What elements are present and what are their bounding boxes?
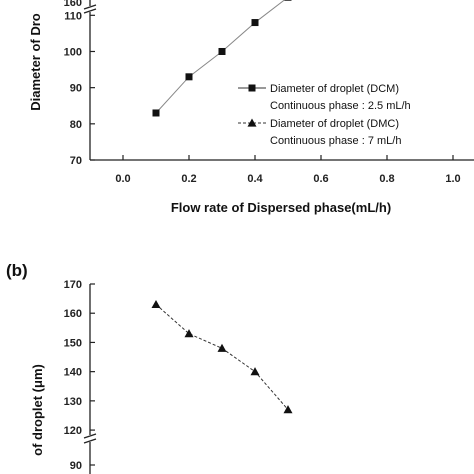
panel-b-data-point: [217, 343, 227, 352]
panel-b-break-mark-upper: [83, 433, 97, 439]
panel-a-break-mark-upper: [83, 4, 97, 10]
panel-a-ylabel: Diameter of Dro: [28, 13, 43, 111]
panel-b-ytick-label: 130: [64, 396, 82, 408]
legend-square-marker: [248, 84, 256, 92]
panel-b-ytick-label: 90: [70, 460, 82, 472]
legend-entry-sublabel: Continuous phase : 2.5 mL/h: [270, 100, 411, 112]
panel-a-chart: 160 70 80 90 100 110 0.0 0.2 0.4 0.6 0.8 1.0 Diamet…: [28, 0, 474, 215]
panel-b-chart: (b) 120 130 140 150 160 170 90 of droplet (μm): [6, 261, 293, 474]
panel-a-data-point: [152, 109, 160, 117]
panel-b-ytick-label: 120: [64, 425, 82, 437]
panel-b-break-gap: [84, 435, 96, 442]
panel-b-ytick-label: 170: [64, 279, 82, 291]
panel-b-ytick-label: 160: [64, 308, 82, 320]
panel-b-ticks: 120 130 140 150 160 170 90: [64, 279, 95, 472]
panel-a-xtick-label: 0.4: [247, 173, 263, 185]
panel-a-data-point: [284, 0, 292, 1]
panel-a-data-point: [218, 47, 226, 55]
panel-a-axes: [83, 0, 474, 161]
legend-triangle-marker: [247, 118, 257, 127]
panel-b-data-point: [250, 367, 260, 376]
panel-b-data-point: [283, 405, 293, 414]
panel-a-xtick-label: 1.0: [445, 173, 460, 185]
panel-a-xtick-label: 0.6: [313, 173, 328, 185]
panel-b-series: [151, 299, 293, 414]
panel-a-break-mark-lower: [83, 8, 97, 14]
panel-b-ytick-label: 150: [64, 337, 82, 349]
panel-a-xtick-label: 0.8: [379, 173, 394, 185]
panel-a-ytick-label: 80: [70, 119, 82, 131]
panel-b-label: (b): [6, 261, 28, 280]
panel-a-ytick-label: 100: [64, 46, 82, 58]
panel-b-ylabel: of droplet (μm): [30, 364, 45, 456]
panel-b-axes: [83, 284, 97, 474]
legend-entry-label: Diameter of droplet (DCM): [270, 83, 399, 95]
panel-a-xlabel: Flow rate of Dispersed phase(mL/h): [171, 200, 391, 215]
panel-a-ytick-label: 110: [64, 10, 82, 22]
legend-entry-sublabel: Continuous phase : 7 mL/h: [270, 135, 401, 147]
panel-a-series: [152, 0, 292, 117]
panel-a-xtick-label: 0.2: [181, 173, 196, 185]
panel-a-ticks: 160 70 80 90 100 110 0.0 0.2 0.4 0.6 0.8 1.0: [64, 0, 461, 185]
panel-a-data-point: [251, 19, 259, 27]
panel-b-ytick-label: 140: [64, 367, 82, 379]
legend-entry-label: Diameter of droplet (DMC): [270, 118, 399, 130]
panel-b-data-point: [151, 299, 161, 309]
panel-a-legend: Diameter of droplet (DCM) Continuous phas…: [238, 83, 411, 147]
panel-a-ytick-label: 90: [70, 83, 82, 95]
panel-a-data-point: [185, 73, 193, 81]
panel-b-break-mark-lower: [83, 438, 97, 444]
panel-a-series-line: [155, 0, 286, 114]
panel-b-data-point: [184, 329, 194, 338]
panel-a-break-gap: [84, 6, 96, 12]
panel-a-ytick-label: 70: [70, 155, 82, 167]
panel-b-series-line: [155, 304, 289, 410]
panel-a-xtick-label: 0.0: [115, 173, 130, 185]
panel-a-ytick-label: 160: [64, 0, 82, 9]
